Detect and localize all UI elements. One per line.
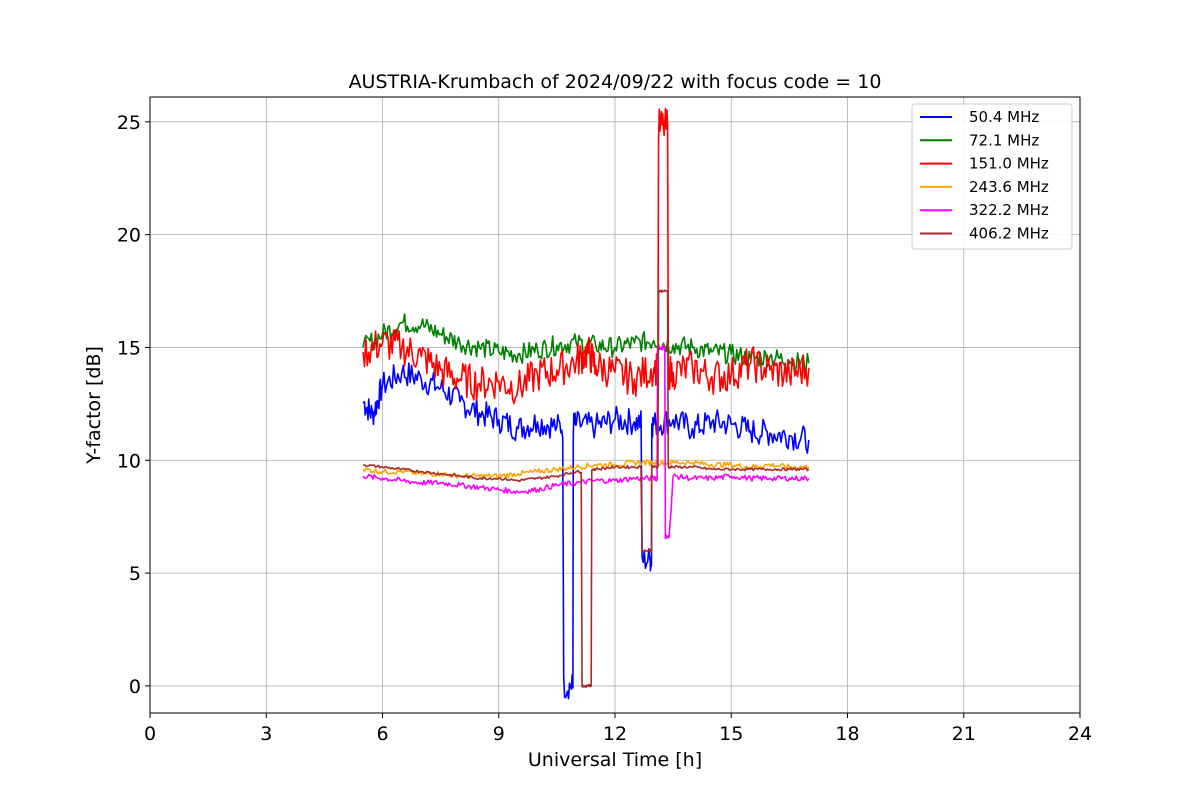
legend-label: 151.0 MHz <box>969 155 1049 173</box>
legend-label: 322.2 MHz <box>969 201 1049 219</box>
series-line <box>362 289 810 688</box>
legend-label: 243.6 MHz <box>969 178 1049 196</box>
y-tick-label: 10 <box>117 450 141 472</box>
legend-label: 406.2 MHz <box>969 225 1049 243</box>
x-axis-label: Universal Time [h] <box>528 749 702 771</box>
y-tick-label: 5 <box>129 563 141 585</box>
y-tick-label: 0 <box>129 676 141 698</box>
x-tick-label: 18 <box>835 723 859 745</box>
x-tick-label: 0 <box>144 723 156 745</box>
series-line <box>362 107 810 405</box>
y-tick-label: 20 <box>117 225 141 247</box>
y-axis-label: Y-factor [dB] <box>83 346 105 465</box>
x-tick-label: 24 <box>1068 723 1092 745</box>
series-line <box>362 344 810 540</box>
legend: 50.4 MHz 72.1 MHz 151.0 MHz 243.6 MHz 32… <box>911 103 1073 250</box>
x-tick-label: 12 <box>603 723 627 745</box>
x-tick-label: 15 <box>719 723 743 745</box>
series-line <box>362 362 810 700</box>
chart-title: AUSTRIA-Krumbach of 2024/09/22 with focu… <box>349 71 882 93</box>
series-layer <box>362 107 810 700</box>
x-tick-label: 9 <box>493 723 505 745</box>
x-tick-label: 6 <box>376 723 388 745</box>
ticks: 0 3 6 9 12 15 18 21 24 0 5 10 15 20 25 <box>117 112 1092 745</box>
legend-label: 50.4 MHz <box>969 108 1039 126</box>
x-tick-label: 21 <box>952 723 976 745</box>
y-tick-label: 15 <box>117 337 141 359</box>
x-tick-label: 3 <box>260 723 272 745</box>
y-tick-label: 25 <box>117 112 141 134</box>
legend-label: 72.1 MHz <box>969 131 1039 149</box>
